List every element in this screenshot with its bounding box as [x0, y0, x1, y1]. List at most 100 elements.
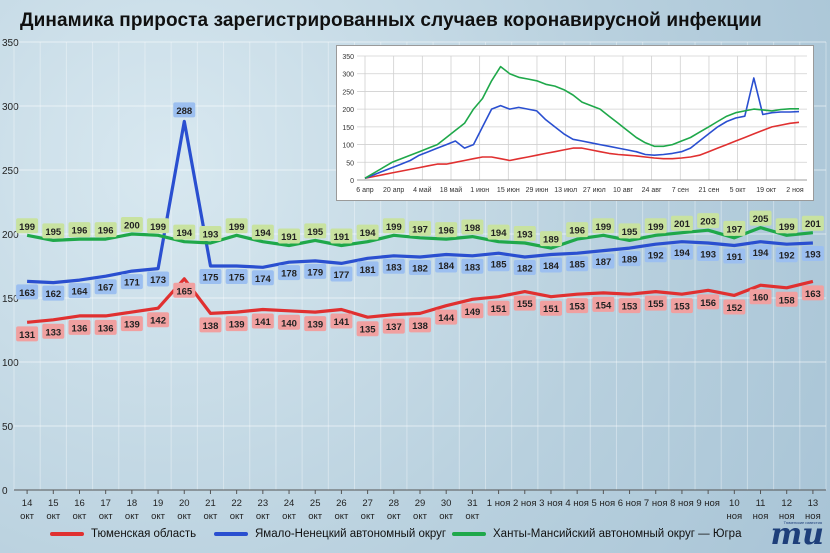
x-tick-label: 28: [389, 498, 400, 509]
inset-y-tick-label: 250: [342, 89, 354, 96]
data-label-box: [16, 218, 39, 234]
data-label-box: [566, 298, 589, 314]
data-label-box: [566, 256, 589, 272]
inset-x-tick-label: 29 июн: [526, 187, 549, 194]
data-label-blue: 173: [147, 271, 170, 287]
data-label-text: 158: [779, 295, 795, 306]
data-label-text: 198: [464, 223, 480, 234]
data-label-box: [723, 248, 746, 264]
data-label-blue: 184: [435, 257, 458, 273]
series-line-green: [26, 226, 814, 250]
data-label-box: [644, 218, 667, 234]
data-label-green: 194: [356, 224, 379, 240]
y-tick-label: 250: [2, 166, 19, 177]
inset-x-tick-label: 20 апр: [383, 187, 404, 194]
data-label-text: 196: [438, 226, 454, 237]
inset-x-tick-label: 15 июн: [497, 187, 520, 194]
data-label-blue: 183: [382, 258, 405, 274]
data-label-box: [225, 269, 248, 284]
data-label-red: 131: [16, 326, 39, 342]
data-label-box: [723, 220, 746, 236]
data-label-text: 205: [753, 214, 770, 225]
data-label-box: [670, 298, 693, 314]
data-label-red: 139: [304, 316, 327, 332]
data-label-box: [173, 282, 196, 298]
data-label-blue: 185: [566, 256, 589, 272]
x-tick-label: ноя: [779, 511, 795, 522]
x-tick-label: 6 ноя: [618, 498, 642, 509]
x-tick-label: 21: [205, 498, 216, 509]
data-label-box: [278, 265, 301, 281]
data-label-box: [225, 218, 248, 234]
inset-chart: 0 50 100 150 200 250 300 350 6 апр 20 апр 4 май 18 …: [336, 45, 814, 201]
data-label-blue: 182: [513, 260, 536, 276]
data-label-green: 199: [644, 218, 667, 234]
data-label-green: 199: [592, 218, 615, 234]
x-tick-label: окт: [73, 511, 88, 522]
logo-caption: Тюменские известия: [783, 520, 822, 525]
data-label-text: 194: [176, 228, 193, 239]
data-label-box: [461, 219, 484, 235]
data-label-text: 185: [569, 260, 586, 271]
data-label-text: 153: [622, 302, 638, 313]
data-label-text: 182: [412, 264, 428, 275]
data-label-box: [644, 295, 667, 311]
x-tick-label: ноя: [726, 511, 742, 522]
data-label-box: [16, 284, 39, 300]
data-label-text: 136: [98, 323, 114, 334]
data-label-text: 139: [307, 320, 323, 331]
inset-series-line-green: [364, 65, 799, 179]
data-label-text: 192: [779, 251, 795, 262]
data-label-red: 135: [356, 321, 379, 337]
data-label-text: 153: [674, 302, 690, 313]
x-tick-label: 19: [153, 498, 164, 509]
data-label-box: [775, 247, 798, 263]
data-label-text: 200: [124, 221, 140, 232]
data-label-green: 199: [775, 218, 798, 234]
data-label-text: 141: [255, 317, 272, 328]
data-label-green: 205: [749, 210, 772, 226]
x-tick-label: 20: [179, 498, 190, 509]
data-label-box: [304, 263, 327, 279]
data-label-green: 199: [16, 218, 39, 234]
data-label-blue: 178: [278, 265, 301, 281]
data-label-box: [592, 253, 615, 269]
data-label-blue: 177: [330, 266, 353, 282]
data-label-text: 288: [176, 106, 192, 117]
legend-swatch-green: [452, 532, 486, 536]
data-label-red: 153: [566, 298, 589, 314]
data-label-box: [539, 231, 562, 247]
data-label-text: 138: [203, 321, 219, 332]
data-label-text: 174: [255, 274, 272, 285]
data-label-box: [356, 261, 379, 277]
inset-y-tick-label: 50: [346, 160, 354, 167]
data-label-text: 151: [543, 304, 560, 315]
data-label-blue: 187: [592, 253, 615, 269]
inset-x-tick-label: 5 окт: [730, 187, 747, 194]
data-label-text: 162: [45, 289, 61, 300]
inset-x-tick-label: 2 ноя: [786, 187, 804, 194]
data-label-text: 131: [19, 330, 36, 341]
data-label-box: [670, 215, 693, 231]
x-tick-label: 29: [415, 498, 426, 509]
data-label-green: 196: [435, 222, 458, 238]
data-label-red: 156: [697, 294, 720, 310]
data-label-box: [120, 217, 143, 232]
data-label-text: 163: [19, 288, 35, 299]
data-label-red: 163: [801, 285, 824, 301]
data-label-text: 177: [333, 270, 349, 281]
data-label-text: 139: [229, 320, 245, 331]
data-label-box: [278, 314, 301, 330]
data-label-text: 140: [281, 318, 297, 329]
data-label-red: 139: [120, 316, 143, 332]
x-tick-label: окт: [361, 511, 376, 522]
data-label-box: [42, 285, 65, 301]
data-label-box: [147, 312, 170, 328]
x-tick-label: 31: [467, 498, 478, 509]
inset-y-tick-label: 350: [342, 54, 354, 61]
data-label-text: 163: [805, 289, 821, 300]
x-tick-label: 8 ноя: [670, 498, 694, 509]
x-tick-label: окт: [99, 511, 114, 522]
data-label-blue: 175: [225, 269, 248, 284]
x-tick-label: 16: [74, 498, 85, 509]
